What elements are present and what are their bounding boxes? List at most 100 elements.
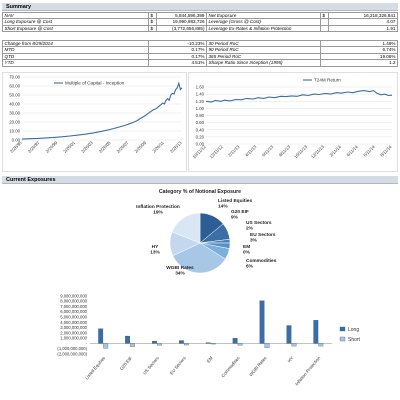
y-tick-label: 1.40 xyxy=(196,92,205,97)
pie-slice-label: Listed Equities 14% xyxy=(218,198,252,210)
category-label: G20 EIF xyxy=(119,355,134,371)
summary-currency: $ xyxy=(148,24,157,33)
y-tick-label: 0.00 xyxy=(12,138,21,143)
summary-label: Short Exposure @ Cost xyxy=(2,24,149,33)
category-label: Inflation Protection xyxy=(294,355,322,386)
pie-slice xyxy=(172,242,226,274)
y-tick-label: 40.00 xyxy=(9,102,20,107)
summary-row: Short Exposure @ Cost $ (3,772,656,885) Lev… xyxy=(2,24,398,33)
category-label: Listed Equities xyxy=(84,355,107,381)
performance-value2: 19.06% xyxy=(320,52,398,61)
pie-slice xyxy=(171,212,201,244)
bar-short xyxy=(291,343,297,347)
y-tick-label: 2,000,000,000 xyxy=(60,330,87,335)
performance-value: 4.51% xyxy=(148,59,207,67)
y-tick-label: 6,000,000,000 xyxy=(60,309,87,314)
pie-slice-label: WGBI Rates 34% xyxy=(166,265,194,277)
category-label: HY xyxy=(287,355,295,363)
performance-row: MTD 0.17% 90 Period RoC 6.74% xyxy=(2,46,398,54)
summary-currency2 xyxy=(320,24,329,33)
multiple-of-capital-chart: 0.0010.0020.0030.0040.0050.0060.0070.002… xyxy=(2,72,187,172)
bar-long xyxy=(205,342,211,344)
y-tick-label: 0.80 xyxy=(196,113,205,118)
bar-short xyxy=(210,343,216,345)
legend-swatch xyxy=(339,326,346,332)
bar-short xyxy=(237,343,243,346)
pie-slice-label: G20 EIF 9% xyxy=(231,209,249,221)
pie-slice-label: EU Sectors 3% xyxy=(250,232,276,244)
y-tick-label: 1.60 xyxy=(196,85,205,90)
y-tick-label: 3,000,000,000 xyxy=(60,325,87,330)
y-tick-label: 9,000,000,000 xyxy=(60,293,87,298)
summary-value: (3,772,656,885) xyxy=(156,24,207,33)
bar-short xyxy=(103,343,109,349)
performance-row: YTD 4.51% Sharpe Ratio Since Inception (19… xyxy=(2,59,398,67)
category-label: EM xyxy=(206,355,214,364)
y-tick-label: 1.20 xyxy=(196,99,205,104)
performance-label: YTD xyxy=(2,59,149,67)
bar-long xyxy=(125,335,130,344)
bar-short xyxy=(264,343,270,348)
y-tick-label: 30.00 xyxy=(9,111,20,116)
y-tick-label: 4,000,000,000 xyxy=(60,320,87,325)
y-tick-label: 8,000,000,000 xyxy=(60,299,87,304)
pie-slice-label: US Sectors 2% xyxy=(246,220,272,232)
performance-label2: Sharpe Ratio Since Inception (1995) xyxy=(206,59,321,67)
pie-slice-label: HY 13% xyxy=(150,244,160,256)
y-tick-label: 60.00 xyxy=(9,84,20,89)
performance-value2: 6.74% xyxy=(320,46,398,54)
summary-table: NAV $5,844,596,399 Net Exposure $16,218,326… xyxy=(2,11,398,33)
pie-slice-label: Inflation Protection 19% xyxy=(136,204,180,216)
y-tick-label: 70.00 xyxy=(9,75,20,80)
bar-short xyxy=(157,343,162,346)
category-label: WGBI Rates xyxy=(248,355,268,378)
summary-row: NAV $5,844,596,399 Net Exposure $16,218,326… xyxy=(2,11,398,20)
pie-slice-label: EM 0% xyxy=(243,244,251,256)
t24m-return-chart: 0.000.200.400.600.801.001.201.401.6010/1… xyxy=(188,72,398,172)
bar-long xyxy=(98,328,104,344)
performance-value2: 1.49% xyxy=(320,39,398,48)
bar-long xyxy=(152,340,157,344)
bar-short xyxy=(130,343,135,347)
performance-row: Change from 8/29/2014 -10.23% 30 Period Ro… xyxy=(2,39,398,48)
y-tick-label: 7,000,000,000 xyxy=(60,304,87,309)
category-label: EU Sectors xyxy=(169,355,188,376)
series-line xyxy=(205,89,393,103)
current-exposures-header: Current Exposures xyxy=(2,176,398,184)
legend-swatch xyxy=(339,336,346,342)
legend-label: Multiple of Capital - Inception xyxy=(65,81,125,86)
notional-exposure-pie-chart: Category % of Notional Exposure Listed Eq… xyxy=(136,189,277,277)
performance-row: QTD 0.17% 365 Period RoC 19.06% xyxy=(2,52,398,61)
bar-long xyxy=(313,320,319,344)
bar-long xyxy=(259,300,265,344)
bar-short xyxy=(318,343,324,347)
bar-long xyxy=(232,338,238,344)
legend-label: T24M Return xyxy=(314,78,341,83)
summary-value2: 1.91 xyxy=(328,24,398,33)
y-tick-label: 1.00 xyxy=(196,106,205,111)
y-tick-label: 1,000,000,000 xyxy=(60,336,87,341)
bar-short xyxy=(183,343,189,346)
legend-label: Short xyxy=(348,337,361,343)
y-tick-label: 0.00 xyxy=(196,142,205,147)
bar-long xyxy=(178,340,184,344)
summary-section-header: Summary xyxy=(2,3,398,11)
legend-label: Long xyxy=(348,327,359,333)
performance-table: Change from 8/29/2014 -10.23% 30 Period Ro… xyxy=(2,39,398,67)
category-label: Commodities xyxy=(220,355,241,378)
pie-title: Category % of Notional Exposure xyxy=(159,189,241,195)
summary-label2: Leverage Ex-Rates & Inflation Protection xyxy=(206,24,321,33)
y-tick-label: 0.20 xyxy=(196,134,205,139)
y-tick-label: (1,000,000,000) xyxy=(57,346,87,351)
y-tick-label: 20.00 xyxy=(9,120,20,125)
y-tick-label: 0.40 xyxy=(196,127,205,132)
y-tick-label: (2,000,000,000) xyxy=(57,351,87,356)
y-tick-label: 5,000,000,000 xyxy=(60,314,87,319)
y-tick-label: - xyxy=(86,341,88,346)
pie-slice-label: Commodities 6% xyxy=(246,258,277,270)
y-tick-label: 10.00 xyxy=(9,129,20,134)
chart-frame xyxy=(188,72,398,172)
performance-value2: 1.2 xyxy=(320,59,398,67)
bar-long xyxy=(286,325,292,344)
y-tick-label: 0.60 xyxy=(196,120,205,125)
